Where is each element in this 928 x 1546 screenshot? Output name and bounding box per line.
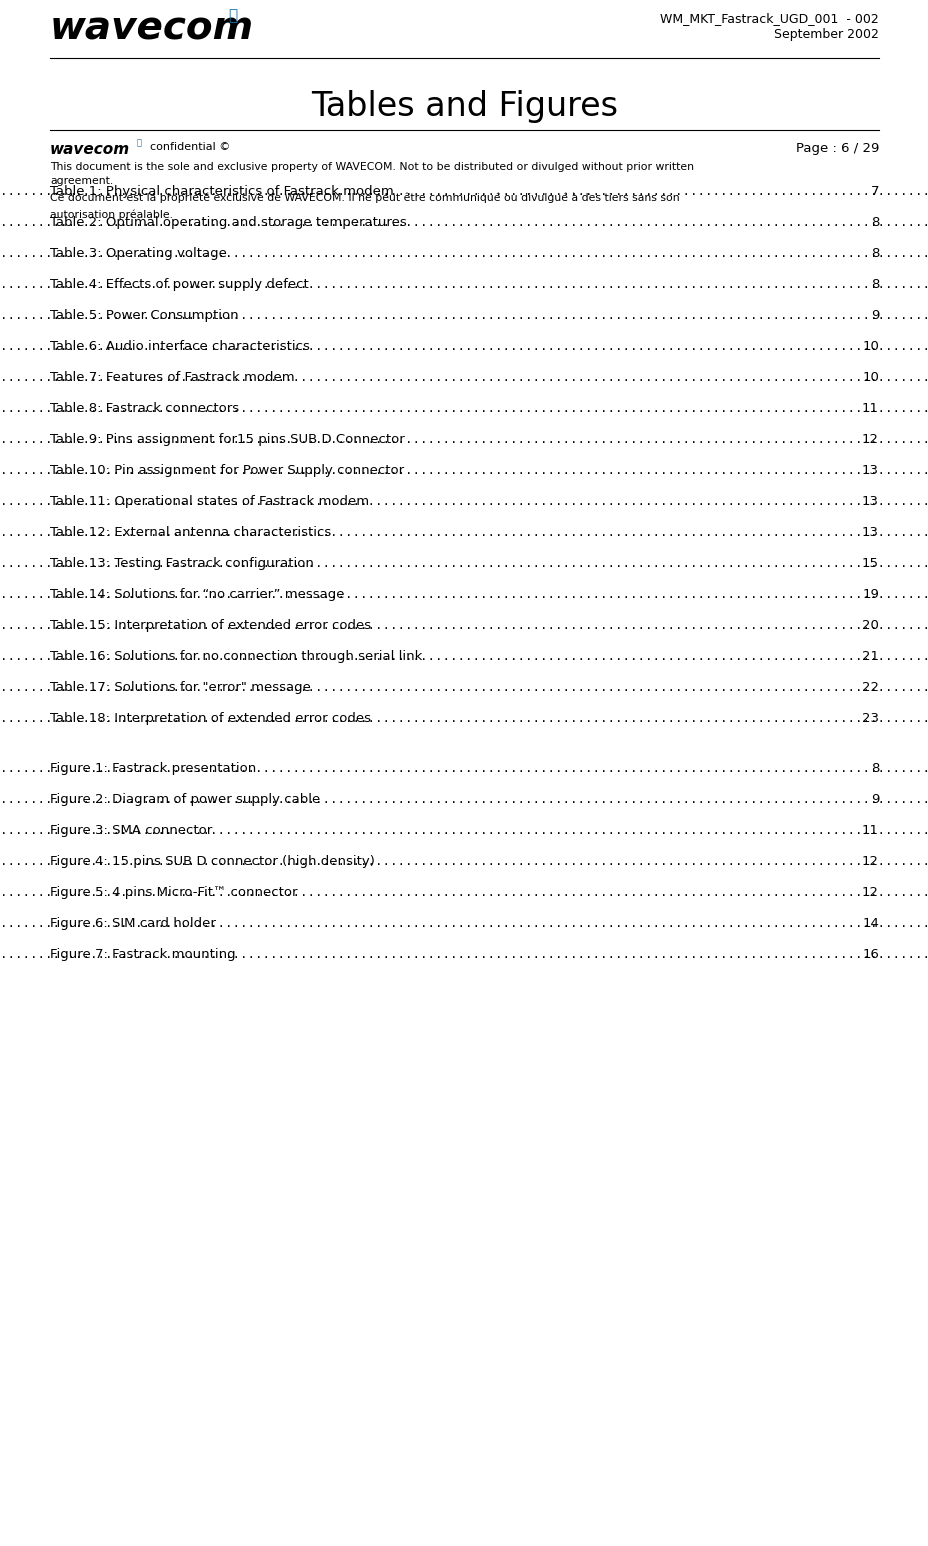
Text: ................................................................................: ........................................… xyxy=(0,433,928,445)
Text: ................................................................................: ........................................… xyxy=(0,886,928,898)
Text: September 2002: September 2002 xyxy=(773,28,878,42)
Text: Table 5: Power Consumption: Table 5: Power Consumption xyxy=(50,309,238,322)
Text: ................................................................................: ........................................… xyxy=(0,680,928,694)
Text: Table 17: Solutions for "error" message: Table 17: Solutions for "error" message xyxy=(50,680,311,694)
Text: 13: 13 xyxy=(861,526,878,540)
Text: 13: 13 xyxy=(861,495,878,509)
Text: ................................................................................: ........................................… xyxy=(0,855,928,867)
Text: Figure 3: SMA connector: Figure 3: SMA connector xyxy=(50,824,212,836)
Text: ................................................................................: ........................................… xyxy=(0,371,928,383)
Text: 9: 9 xyxy=(870,309,878,322)
Text: ................................................................................: ........................................… xyxy=(0,402,928,414)
Text: ................................................................................: ........................................… xyxy=(0,340,928,352)
Text: ................................................................................: ........................................… xyxy=(0,917,928,929)
Text: Table 8: Fastrack connectors: Table 8: Fastrack connectors xyxy=(50,402,238,414)
Text: 20: 20 xyxy=(861,618,878,632)
Text: autorisation préalable.: autorisation préalable. xyxy=(50,210,173,220)
Text: ................................................................................: ........................................… xyxy=(0,649,928,663)
Text: WM_MKT_Fastrack_UGD_001  - 002: WM_MKT_Fastrack_UGD_001 - 002 xyxy=(660,12,878,25)
Text: Table 4: Effects of power supply defect: Table 4: Effects of power supply defect xyxy=(50,278,308,291)
Text: Figure 2: Diagram of power supply cable: Figure 2: Diagram of power supply cable xyxy=(50,793,320,805)
Text: 16: 16 xyxy=(861,948,878,960)
Text: Table 15: Interpretation of extended error codes: Table 15: Interpretation of extended err… xyxy=(50,618,370,632)
Text: ................................................................................: ........................................… xyxy=(0,526,928,540)
Text: 9: 9 xyxy=(870,793,878,805)
Text: Table 11: Operational states of Fastrack modem: Table 11: Operational states of Fastrack… xyxy=(50,495,368,509)
Text: Tables and Figures: Tables and Figures xyxy=(311,90,617,124)
Text: ................................................................................: ........................................… xyxy=(0,762,928,775)
Text: confidential ©: confidential © xyxy=(149,142,230,152)
Text: Figure 5: 4 pins Micro-Fit™ connector: Figure 5: 4 pins Micro-Fit™ connector xyxy=(50,886,297,898)
Text: ................................................................................: ........................................… xyxy=(0,216,928,229)
Text: Figure 4: 15 pins SUB D connector (high density): Figure 4: 15 pins SUB D connector (high … xyxy=(50,855,375,867)
Text: 8: 8 xyxy=(870,216,878,229)
Text: Figure 6: SIM card holder: Figure 6: SIM card holder xyxy=(50,917,215,929)
Text: ................................................................................: ........................................… xyxy=(0,948,928,960)
Text: ................................................................................: ........................................… xyxy=(0,247,928,260)
Text: ................................................................................: ........................................… xyxy=(0,464,928,478)
Text: Table 18: Interpretation of extended error codes: Table 18: Interpretation of extended err… xyxy=(50,713,370,725)
Text: Page : 6 / 29: Page : 6 / 29 xyxy=(794,142,878,155)
Text: ................................................................................: ........................................… xyxy=(0,618,928,632)
Text: 10: 10 xyxy=(861,371,878,383)
Text: ⓦ: ⓦ xyxy=(227,8,237,23)
Text: 8: 8 xyxy=(870,247,878,260)
Text: ................................................................................: ........................................… xyxy=(0,495,928,509)
Text: ................................................................................: ........................................… xyxy=(0,713,928,725)
Text: 22: 22 xyxy=(861,680,878,694)
Text: ................................................................................: ........................................… xyxy=(0,587,928,601)
Text: ................................................................................: ........................................… xyxy=(0,186,928,198)
Text: Table 2: Optimal operating and storage temperatures: Table 2: Optimal operating and storage t… xyxy=(50,216,406,229)
Text: ................................................................................: ........................................… xyxy=(0,278,928,291)
Text: Table 16: Solutions for no connection through serial link: Table 16: Solutions for no connection th… xyxy=(50,649,422,663)
Text: 12: 12 xyxy=(861,886,878,898)
Text: 8: 8 xyxy=(870,762,878,775)
Text: 12: 12 xyxy=(861,433,878,445)
Text: wavecom: wavecom xyxy=(50,9,254,48)
Text: 21: 21 xyxy=(861,649,878,663)
Text: 13: 13 xyxy=(861,464,878,478)
Text: Table 1: Physical characteristics of Fastrack modem: Table 1: Physical characteristics of Fas… xyxy=(50,186,393,198)
Text: ................................................................................: ........................................… xyxy=(0,557,928,570)
Text: 11: 11 xyxy=(861,824,878,836)
Text: 8: 8 xyxy=(870,278,878,291)
Text: Table 12: External antenna characteristics: Table 12: External antenna characteristi… xyxy=(50,526,331,540)
Text: 12: 12 xyxy=(861,855,878,867)
Text: 15: 15 xyxy=(861,557,878,570)
Text: 19: 19 xyxy=(861,587,878,601)
Text: 7: 7 xyxy=(870,186,878,198)
Text: Table 10: Pin assignment for Power Supply connector: Table 10: Pin assignment for Power Suppl… xyxy=(50,464,404,478)
Text: Table 3: Operating voltage: Table 3: Operating voltage xyxy=(50,247,226,260)
Text: ................................................................................: ........................................… xyxy=(0,309,928,322)
Text: wavecom: wavecom xyxy=(50,142,130,158)
Text: 11: 11 xyxy=(861,402,878,414)
Text: Table 9: Pins assignment for15 pins SUB D Connector: Table 9: Pins assignment for15 pins SUB … xyxy=(50,433,405,445)
Text: agreement.: agreement. xyxy=(50,176,113,186)
Text: This document is the sole and exclusive property of WAVECOM. Not to be distribut: This document is the sole and exclusive … xyxy=(50,162,693,172)
Text: ⓦ: ⓦ xyxy=(136,138,142,147)
Text: Table 6: Audio interface characteristics: Table 6: Audio interface characteristics xyxy=(50,340,310,352)
Text: Figure 1: Fastrack presentation: Figure 1: Fastrack presentation xyxy=(50,762,256,775)
Text: Table 7: Features of Fastrack modem: Table 7: Features of Fastrack modem xyxy=(50,371,294,383)
Text: Figure 7: Fastrack mounting: Figure 7: Fastrack mounting xyxy=(50,948,236,960)
Text: Table 13: Testing Fastrack configuration: Table 13: Testing Fastrack configuration xyxy=(50,557,314,570)
Text: ................................................................................: ........................................… xyxy=(0,793,928,805)
Text: 23: 23 xyxy=(861,713,878,725)
Text: 10: 10 xyxy=(861,340,878,352)
Text: ................................................................................: ........................................… xyxy=(0,824,928,836)
Text: Table 14: Solutions for “no carrier” message: Table 14: Solutions for “no carrier” mes… xyxy=(50,587,344,601)
Text: 14: 14 xyxy=(861,917,878,929)
Text: Ce document est la propriété exclusive de WAVECOM. Il ne peut être communiqué ou: Ce document est la propriété exclusive d… xyxy=(50,193,679,204)
